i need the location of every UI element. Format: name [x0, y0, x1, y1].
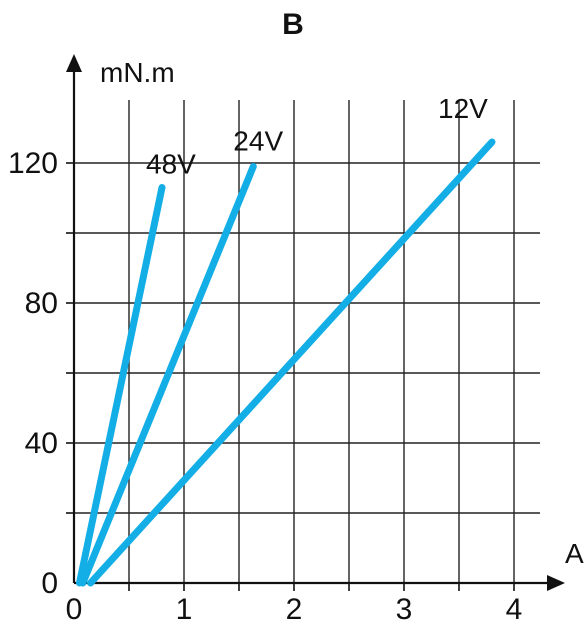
y-tick-label: 0: [41, 567, 58, 600]
x-tick-label: 0: [66, 593, 83, 626]
x-tick-label: 3: [396, 593, 413, 626]
axes: [66, 54, 565, 591]
series-line-12v: [87, 138, 496, 587]
x-tick-label: 1: [176, 593, 193, 626]
x-axis-label: A: [565, 538, 584, 569]
y-tick-label: 80: [25, 287, 58, 320]
x-tick-label: 4: [506, 593, 523, 626]
series-label-48v: 48V: [146, 149, 196, 180]
chart-title: B: [282, 8, 304, 41]
series-label-12v: 12V: [438, 93, 488, 124]
series-lines: [76, 138, 496, 587]
x-tick-label: 2: [286, 593, 303, 626]
series-labels: 48V 24V 12V: [146, 93, 488, 180]
series-line-24v: [79, 163, 257, 587]
x-axis-arrow: [547, 575, 565, 591]
y-axis-arrow: [66, 54, 82, 72]
y-tick-label: 120: [8, 147, 58, 180]
grid: [74, 100, 540, 583]
y-tick-label: 40: [25, 427, 58, 460]
y-axis-label: mN.m: [100, 57, 175, 88]
series-label-24v: 24V: [233, 126, 283, 157]
series-line-48v: [76, 184, 166, 587]
